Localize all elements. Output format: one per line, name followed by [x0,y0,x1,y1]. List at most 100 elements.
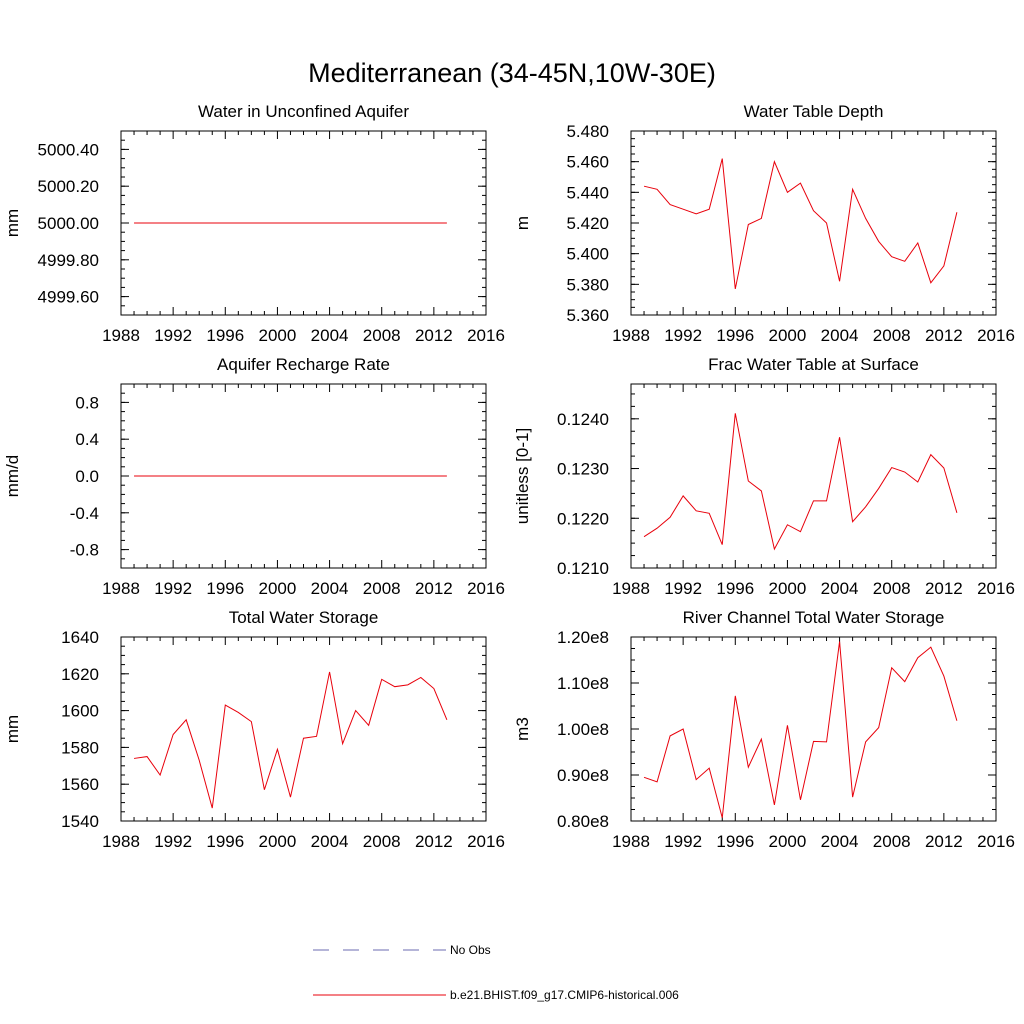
y-tick-label: 5.460 [566,153,609,172]
y-tick-label: 5000.40 [38,140,99,159]
x-tick-label: 1996 [206,832,244,851]
y-tick-label: 5.420 [566,214,609,233]
x-tick-label: 2004 [311,326,349,345]
x-tick-label: 2016 [977,326,1015,345]
x-tick-label: 2016 [467,832,505,851]
x-tick-label: 1996 [206,579,244,598]
panel-title: Aquifer Recharge Rate [217,355,390,374]
y-tick-label: 1.20e8 [557,628,609,647]
y-tick-label: 0.1240 [557,410,609,429]
y-tick-label: 0.1230 [557,460,609,479]
y-axis-label: mm [3,715,22,743]
y-tick-label: 5.360 [566,306,609,325]
x-tick-label: 2000 [259,326,297,345]
x-tick-label: 2012 [925,579,963,598]
x-tick-label: 1996 [716,832,754,851]
x-tick-label: 1988 [612,326,650,345]
y-tick-label: 1560 [61,775,99,794]
y-tick-label: 1600 [61,702,99,721]
y-tick-label: 1540 [61,812,99,831]
x-tick-label: 2000 [259,579,297,598]
panel-5: Total Water Storage mm 1988 1992 1996 2000 200… [3,608,505,851]
y-tick-label: 1620 [61,665,99,684]
series-line [643,413,958,551]
panel-title: Frac Water Table at Surface [708,355,919,374]
y-tick-label: 5.400 [566,245,609,264]
x-tick-label: 2016 [977,579,1015,598]
y-axis-label: m [513,216,532,230]
x-tick-label: 2000 [769,579,807,598]
legend-model-label: b.e21.BHIST.f09_g17.CMIP6-historical.006 [450,988,679,1002]
x-tick-label: 1992 [154,326,192,345]
y-tick-label: 1580 [61,738,99,757]
x-tick-label: 2008 [873,832,911,851]
y-tick-label: 0.0 [75,467,99,486]
panel-4: Frac Water Table at Surface unitless [0-1… [513,355,1015,598]
y-tick-label: 4999.60 [38,288,99,307]
x-tick-label: 2008 [363,579,401,598]
x-tick-label: 2012 [925,326,963,345]
x-tick-label: 1988 [612,832,650,851]
legend: No Obs b.e21.BHIST.f09_g17.CMIP6-histori… [313,943,679,1002]
y-tick-label: 5.380 [566,275,609,294]
panel-6: River Channel Total Water Storage m3 1988 1… [513,608,1015,851]
y-tick-label: 5000.00 [38,214,99,233]
series-line [133,671,448,809]
series-line [643,158,958,290]
x-tick-label: 1996 [716,579,754,598]
plot-frame [630,636,997,822]
x-tick-label: 1992 [664,326,702,345]
y-tick-label: 0.1210 [557,559,609,578]
series-line [643,641,958,818]
y-tick-label: 5.440 [566,183,609,202]
y-axis-label: unitless [0-1] [513,428,532,524]
plot-frame [630,383,997,569]
y-axis-label: m3 [513,717,532,741]
y-tick-label: -0.8 [70,541,99,560]
x-tick-label: 1988 [102,579,140,598]
x-tick-label: 1996 [206,326,244,345]
x-tick-label: 2012 [925,832,963,851]
y-tick-label: -0.4 [70,504,99,523]
x-tick-label: 2012 [415,832,453,851]
y-axis-label: mm/d [3,455,22,498]
x-tick-label: 1992 [664,832,702,851]
x-tick-label: 2000 [769,832,807,851]
x-tick-label: 1996 [716,326,754,345]
x-tick-label: 2008 [363,832,401,851]
x-tick-label: 2004 [311,579,349,598]
x-tick-label: 1992 [154,579,192,598]
x-tick-label: 2000 [769,326,807,345]
y-tick-label: 5.480 [566,122,609,141]
y-tick-label: 5000.20 [38,177,99,196]
plot-frame [630,130,997,316]
x-tick-label: 2004 [311,832,349,851]
x-tick-label: 2008 [873,326,911,345]
x-tick-label: 1992 [154,832,192,851]
panel-title: Total Water Storage [229,608,379,627]
panel-1: Water in Unconfined Aquifer mm 1988 1992 199… [3,102,505,345]
legend-obs-label: No Obs [450,943,491,957]
x-tick-label: 1992 [664,579,702,598]
x-tick-label: 1988 [102,832,140,851]
x-tick-label: 2012 [415,326,453,345]
panel-2: Water Table Depth m 1988 1992 1996 2000 2004 20… [513,102,1015,345]
y-tick-label: 1640 [61,628,99,647]
x-tick-label: 1988 [102,326,140,345]
x-tick-label: 2008 [363,326,401,345]
x-tick-label: 2008 [873,579,911,598]
y-tick-label: 0.80e8 [557,812,609,831]
y-tick-label: 1.00e8 [557,720,609,739]
x-tick-label: 2012 [415,579,453,598]
x-tick-label: 2004 [821,579,859,598]
y-tick-label: 0.1220 [557,509,609,528]
panel-title: Water in Unconfined Aquifer [198,102,409,121]
y-tick-label: 0.90e8 [557,766,609,785]
panel-title: Water Table Depth [744,102,884,121]
x-tick-label: 2016 [977,832,1015,851]
y-tick-label: 1.10e8 [557,674,609,693]
plot-frame [120,636,487,822]
y-tick-label: 0.8 [75,393,99,412]
x-tick-label: 1988 [612,579,650,598]
y-tick-label: 0.4 [75,430,99,449]
